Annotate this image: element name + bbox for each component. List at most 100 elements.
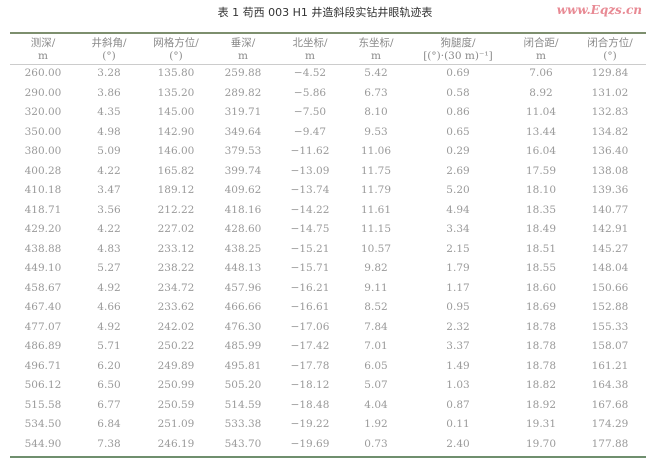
table-cell: 1.03 xyxy=(446,379,470,391)
table-row: 506.12 6.50 250.99 505.20 −18.12 5.07 1.03 18.8… xyxy=(10,376,646,396)
table-cell: 4.92 xyxy=(97,281,121,294)
table-cell: 18.60 xyxy=(525,281,557,294)
column-unit: (°) xyxy=(169,49,183,62)
table-cell: 18.92 xyxy=(525,398,557,411)
table-cell: −13.74 xyxy=(290,184,330,196)
column-name: 测深/ xyxy=(30,36,56,49)
table-cell: 533.38 xyxy=(224,418,262,430)
table-cell: 9.53 xyxy=(364,125,388,138)
table-cell: 1.49 xyxy=(446,359,470,372)
table-cell: 3.47 xyxy=(97,184,121,196)
column-header: 北坐标/m xyxy=(276,35,344,64)
table-cell: 9.11 xyxy=(364,281,388,294)
table-cell: 486.89 xyxy=(24,340,62,352)
table-cell: 4.92 xyxy=(97,320,121,333)
table-cell: 380.00 xyxy=(24,145,62,157)
table-cell: 477.07 xyxy=(24,320,62,333)
header-row: 测深/m 井斜角/(°) 网格方位/(°) 垂深/m 北坐标/m 东坐标/m 狗腿度/[(°… xyxy=(10,35,646,64)
table-cell: 250.99 xyxy=(157,379,195,391)
table-cell: 505.20 xyxy=(224,379,262,391)
table-cell: 3.56 xyxy=(97,203,121,216)
table-cell: 2.15 xyxy=(446,242,470,255)
table-cell: 7.01 xyxy=(364,340,388,352)
table-cell: 4.35 xyxy=(97,106,121,118)
table-cell: 4.98 xyxy=(97,125,121,138)
table-cell: 11.06 xyxy=(360,145,392,157)
table-cell: 233.12 xyxy=(157,242,195,255)
table-cell: 320.00 xyxy=(24,106,62,118)
table-cell: 0.11 xyxy=(446,418,470,430)
table-cell: 11.04 xyxy=(525,106,557,118)
table-cell: 3.86 xyxy=(97,86,121,99)
table-row: 400.28 4.22 165.82 399.74 −13.09 11.75 2.69 17.… xyxy=(10,162,646,182)
table-cell: 19.70 xyxy=(525,437,557,450)
table-cell: 6.73 xyxy=(364,86,388,99)
table-cell: 250.22 xyxy=(157,340,195,352)
column-name: 垂深/ xyxy=(230,36,256,49)
table-cell: −5.86 xyxy=(293,86,327,99)
table-cell: −14.22 xyxy=(290,203,330,216)
table-cell: −19.22 xyxy=(290,418,330,430)
table-cell: 136.40 xyxy=(591,145,629,157)
table-row: 544.90 7.38 246.19 543.70 −19.69 0.73 2.40 19.7… xyxy=(10,435,646,455)
table-cell: 16.04 xyxy=(525,145,557,157)
table-cell: 13.44 xyxy=(525,125,557,138)
table-cell: 6.50 xyxy=(97,379,121,391)
table-cell: −14.75 xyxy=(290,223,330,235)
table-cell: 418.71 xyxy=(24,203,62,216)
table-row: 449.10 5.27 238.22 448.13 −15.71 9.82 1.79 18.5… xyxy=(10,259,646,279)
table-cell: 2.40 xyxy=(446,437,470,450)
table-cell: 448.13 xyxy=(224,262,262,274)
table-cell: 428.60 xyxy=(224,223,262,235)
table-cell: −13.09 xyxy=(290,164,330,177)
top-rule xyxy=(10,32,646,34)
column-name: 闭合距/ xyxy=(523,36,559,49)
table-cell: 18.55 xyxy=(525,262,557,274)
table-cell: −17.78 xyxy=(290,359,330,372)
table-cell: 145.00 xyxy=(157,106,195,118)
table-cell: 543.70 xyxy=(224,437,262,450)
table-cell: 227.02 xyxy=(157,223,195,235)
table-cell: 142.90 xyxy=(157,125,195,138)
table-cell: 259.88 xyxy=(224,67,262,79)
table-cell: 319.71 xyxy=(224,106,262,118)
table-cell: 250.59 xyxy=(157,398,195,411)
table-cell: 0.73 xyxy=(364,437,388,450)
table-cell: 251.09 xyxy=(157,418,195,430)
table-cell: 11.61 xyxy=(360,203,392,216)
table-cell: 4.66 xyxy=(97,301,121,313)
table-cell: 495.81 xyxy=(224,359,262,372)
table-cell: 544.90 xyxy=(24,437,62,450)
table-cell: 17.59 xyxy=(525,164,557,177)
table-cell: 0.87 xyxy=(446,398,470,411)
table-cell: 234.72 xyxy=(157,281,195,294)
table-cell: −15.71 xyxy=(290,262,330,274)
table-cell: 2.32 xyxy=(446,320,470,333)
table-cell: 0.58 xyxy=(446,86,470,99)
table-cell: 238.22 xyxy=(157,262,195,274)
table-row: 350.00 4.98 142.90 349.64 −9.47 9.53 0.65 13.44… xyxy=(10,123,646,143)
table-cell: 249.89 xyxy=(157,359,195,372)
table-cell: 132.83 xyxy=(591,106,629,118)
column-name: 北坐标/ xyxy=(292,36,328,49)
table-cell: 400.28 xyxy=(24,164,62,177)
column-header: 东坐标/m xyxy=(344,35,408,64)
table-cell: −16.21 xyxy=(290,281,330,294)
table-cell: 161.21 xyxy=(591,359,629,372)
table-cell: 3.28 xyxy=(97,67,121,79)
table-cell: 135.20 xyxy=(157,86,195,99)
table-cell: 5.42 xyxy=(364,67,388,79)
table-cell: 8.92 xyxy=(529,86,553,99)
table-cell: 140.77 xyxy=(591,203,629,216)
table-cell: 19.31 xyxy=(525,418,557,430)
table-cell: 349.64 xyxy=(224,125,262,138)
table-cell: 7.06 xyxy=(529,67,553,79)
table-cell: 11.79 xyxy=(360,184,392,196)
table-row: 438.88 4.83 233.12 438.25 −15.21 10.57 2.15 18.… xyxy=(10,240,646,260)
table-row: 477.07 4.92 242.02 476.30 −17.06 7.84 2.32 18.7… xyxy=(10,318,646,338)
column-unit: m xyxy=(38,49,48,62)
table-cell: 131.02 xyxy=(591,86,629,99)
table-cell: 18.10 xyxy=(525,184,557,196)
column-name: 闭合方位/ xyxy=(587,36,633,49)
table-cell: 2.69 xyxy=(446,164,470,177)
